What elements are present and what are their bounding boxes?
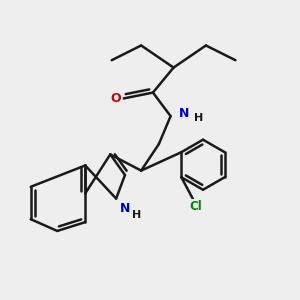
Text: N: N [120, 202, 130, 215]
Text: Cl: Cl [190, 200, 202, 213]
Text: O: O [111, 92, 122, 105]
Text: H: H [132, 210, 141, 220]
Text: H: H [194, 112, 203, 123]
Text: N: N [179, 107, 189, 120]
